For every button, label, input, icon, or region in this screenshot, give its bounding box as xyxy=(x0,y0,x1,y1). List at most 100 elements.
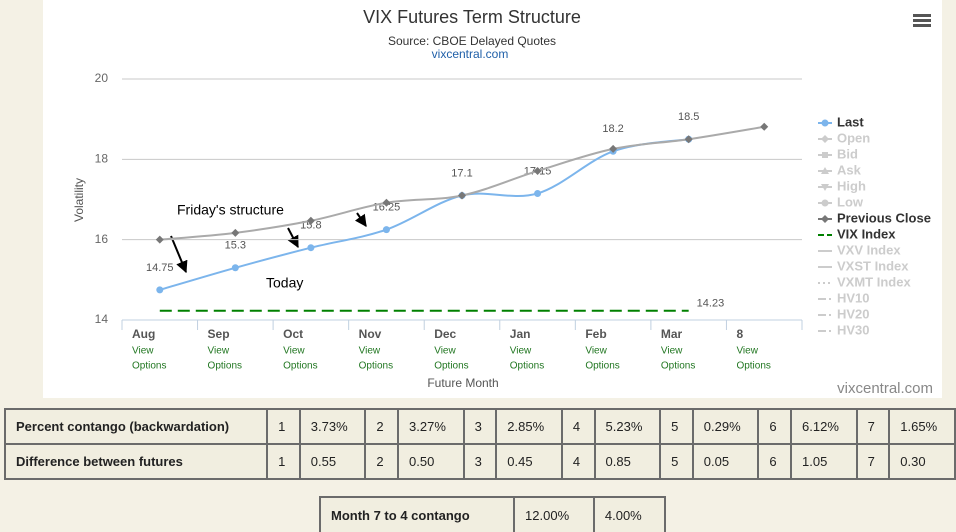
table-cell: 5 xyxy=(659,443,694,480)
data-point xyxy=(684,135,693,144)
data-point xyxy=(307,244,315,252)
view-options-link[interactable]: View xyxy=(736,346,758,357)
table-cell: 1.65% xyxy=(888,408,956,445)
legend-symbol xyxy=(821,119,829,127)
legend-label: Bid xyxy=(837,146,858,161)
menu-bar[interactable] xyxy=(913,24,931,27)
table-cell: 0.05 xyxy=(691,443,760,480)
view-options-link[interactable]: Options xyxy=(585,361,619,372)
y-tick-label: 16 xyxy=(95,232,109,246)
view-options-link[interactable]: View xyxy=(434,346,456,357)
table-cell: 0.45 xyxy=(495,443,563,480)
x-axis-label: Future Month xyxy=(427,376,498,390)
annotation-arrow xyxy=(170,235,188,274)
view-options-link[interactable]: View xyxy=(585,346,607,357)
legend-symbol xyxy=(821,199,829,207)
table-cell: 6 xyxy=(757,408,793,445)
row-header: Month 7 to 4 contango xyxy=(318,496,516,532)
view-options-link[interactable]: Options xyxy=(736,361,770,372)
legend-item[interactable]: VIX Index xyxy=(818,226,896,241)
series-line xyxy=(159,138,689,291)
table-cell: 4 xyxy=(560,408,596,445)
view-options-link[interactable]: Options xyxy=(510,361,544,372)
legend-label: VXV Index xyxy=(837,242,901,257)
legend-symbol xyxy=(821,215,829,223)
view-options-link[interactable]: View xyxy=(661,346,683,357)
legend-label: Ask xyxy=(837,162,862,177)
x-tick-label: Jan xyxy=(510,327,531,341)
view-options-link[interactable]: View xyxy=(359,346,381,357)
x-tick-label: Oct xyxy=(283,327,303,341)
view-options-link[interactable]: View xyxy=(132,346,154,357)
chart-background xyxy=(43,0,942,398)
y-tick-label: 18 xyxy=(95,152,109,166)
legend-item[interactable]: VXV Index xyxy=(818,242,901,257)
legend-symbol xyxy=(821,167,829,174)
menu-button[interactable] xyxy=(913,14,931,27)
table-cell: 1 xyxy=(266,443,301,480)
table-cell: 0.29% xyxy=(691,408,760,445)
table-cell: 6 xyxy=(757,443,793,480)
legend-label: Low xyxy=(837,194,864,209)
data-point xyxy=(382,198,391,207)
legend-item[interactable]: HV30 xyxy=(818,322,870,337)
data-point xyxy=(534,189,542,197)
data-label: 14.23 xyxy=(697,298,725,310)
y-tick-label: 14 xyxy=(95,312,109,326)
chart-subtitle: Source: CBOE Delayed Quotes xyxy=(388,34,556,48)
data-point xyxy=(382,226,390,234)
row-header: Percent contango (backwardation) xyxy=(3,408,269,445)
menu-bar[interactable] xyxy=(913,19,931,22)
table-cell: 6.12% xyxy=(790,408,858,445)
view-options-link[interactable]: Options xyxy=(661,361,695,372)
data-point xyxy=(306,216,315,225)
table-cell: 5.23% xyxy=(593,408,662,445)
table-cell: 3 xyxy=(462,443,498,480)
data-point xyxy=(458,191,466,200)
contango-table: Percent contango (backwardation) 1 3.73% 2 3… xyxy=(3,408,956,480)
legend-item[interactable]: VXST Index xyxy=(818,258,909,273)
legend-item[interactable]: HV10 xyxy=(818,290,870,305)
table-cell: 0.55 xyxy=(298,443,367,480)
data-point xyxy=(231,228,240,237)
view-options-link[interactable]: View xyxy=(283,346,305,357)
legend-label: VXST Index xyxy=(837,258,909,273)
chart: VIX Futures Term Structure Source: CBOE … xyxy=(43,0,942,398)
annotation: Friday's structure xyxy=(177,202,284,218)
legend-label: High xyxy=(837,178,866,193)
data-point xyxy=(231,264,239,272)
view-options-link[interactable]: Options xyxy=(132,361,166,372)
annotation: Today xyxy=(266,275,303,291)
legend-symbol xyxy=(822,152,828,158)
table-cell: 7 xyxy=(855,408,891,445)
x-tick-label: Aug xyxy=(132,327,155,341)
legend-symbol xyxy=(821,135,829,143)
view-options-link[interactable]: Options xyxy=(283,361,317,372)
data-point xyxy=(533,166,542,175)
source-link[interactable]: vixcentral.com xyxy=(432,47,509,61)
y-axis-label: Volatility xyxy=(72,178,86,222)
x-tick-label: Dec xyxy=(434,327,456,341)
y-tick-label: 20 xyxy=(95,71,109,85)
view-options-link[interactable]: Options xyxy=(208,361,242,372)
table-cell: 4 xyxy=(560,443,596,480)
table-row: Percent contango (backwardation) 1 3.73% 2 3… xyxy=(3,408,956,445)
legend-item[interactable]: HV20 xyxy=(818,306,870,321)
table-cell: 5 xyxy=(659,408,694,445)
legend-item[interactable]: VXMT Index xyxy=(818,274,911,289)
legend-label: Previous Close xyxy=(837,210,931,225)
table-row: Difference between futures 1 0.55 2 0.50 3 0.4… xyxy=(3,443,956,480)
data-label: 18.2 xyxy=(602,123,623,135)
legend-symbol xyxy=(821,184,829,191)
data-point xyxy=(156,286,164,294)
credits[interactable]: vixcentral.com xyxy=(837,380,933,397)
view-options-link[interactable]: Options xyxy=(434,361,468,372)
view-options-link[interactable]: Options xyxy=(359,361,393,372)
menu-bar[interactable] xyxy=(913,14,931,17)
view-options-link[interactable]: View xyxy=(208,346,230,357)
table-cell: 0.85 xyxy=(593,443,662,480)
annotation-arrow xyxy=(287,227,299,249)
view-options-link[interactable]: View xyxy=(510,346,532,357)
summary-table: Month 7 to 4 contango 12.00% 4.00% xyxy=(318,496,667,532)
table-cell: 7 xyxy=(855,443,891,480)
